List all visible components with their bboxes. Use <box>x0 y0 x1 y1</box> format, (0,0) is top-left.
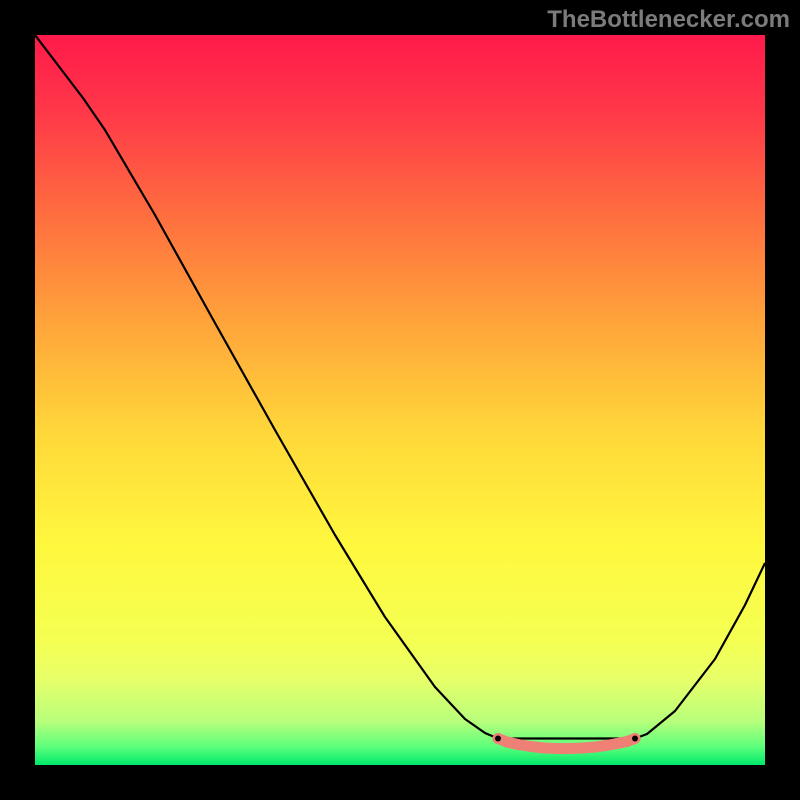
watermark-text: TheBottlenecker.com <box>547 6 790 34</box>
marker-dot <box>590 742 601 753</box>
marker-dot <box>502 737 513 748</box>
plot-area <box>35 35 765 765</box>
bottleneck-curve <box>35 35 765 765</box>
marker-dot <box>526 741 537 752</box>
marker-dot <box>578 743 589 754</box>
marker-dot <box>601 740 612 751</box>
marker-dot <box>565 743 576 754</box>
marker-endpoint <box>632 736 638 742</box>
curve-path <box>35 35 765 739</box>
marker-dot <box>513 739 524 750</box>
marker-endpoint <box>495 736 501 742</box>
marker-dot <box>539 743 550 754</box>
marker-dot <box>551 743 562 754</box>
marker-dot <box>612 738 623 749</box>
chart-frame: TheBottlenecker.com <box>0 0 800 800</box>
